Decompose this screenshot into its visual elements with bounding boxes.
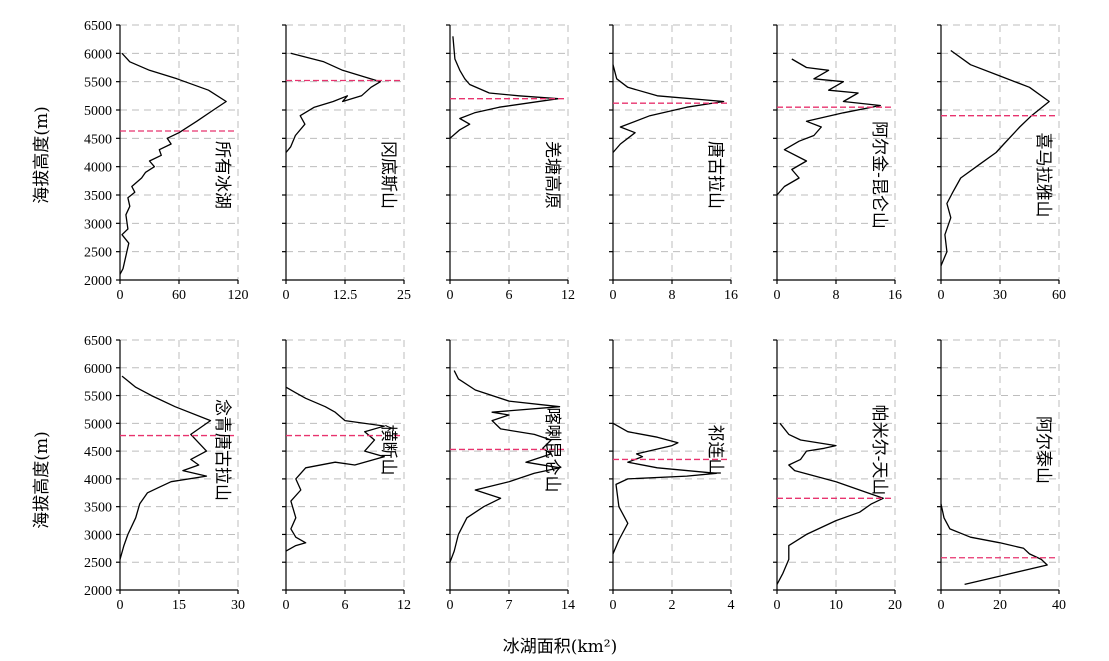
x-tick-label: 0 <box>610 288 617 303</box>
y-tick-label: 2000 <box>84 584 112 599</box>
elevation-profile-curve <box>449 370 561 563</box>
y-tick-label: 6000 <box>84 362 112 377</box>
panel-label: 帕米尔-天山 <box>869 405 889 496</box>
x-tick-label: 14 <box>561 598 575 613</box>
panel-6: 2000 2500 3000 3500 4000 4500 5000 5500 6000 6500… <box>84 334 245 613</box>
x-tick-label: 12 <box>397 598 411 613</box>
x-tick-label: 12 <box>561 288 575 303</box>
panel-label: 喀喇昆仑山 <box>542 408 562 493</box>
x-tick-label: 0 <box>117 288 124 303</box>
y-tick-label: 3500 <box>84 501 112 516</box>
x-tick-label: 0 <box>938 288 945 303</box>
x-axis-label: 冰湖面积(km²) <box>503 637 618 657</box>
panel-0: 2000 2500 3000 3500 4000 4500 5000 5500 6000 6500… <box>84 19 249 303</box>
x-tick-label: 120 <box>228 288 249 303</box>
elevation-profile-curve <box>940 503 1048 586</box>
y-tick-label: 3000 <box>84 217 112 232</box>
x-tick-label: 15 <box>172 598 186 613</box>
x-tick-label: 0 <box>774 288 781 303</box>
panel-label: 阿尔金-昆仑山 <box>869 121 889 229</box>
panel-11: 0 20 40 阿尔泰山 <box>937 339 1066 613</box>
panel-5: 0 30 60 喜马拉雅山 <box>937 24 1066 303</box>
x-tick-label: 0 <box>774 598 781 613</box>
y-tick-label: 2500 <box>84 246 112 261</box>
elevation-profile-curve <box>776 422 884 585</box>
elevation-profile-curve <box>449 36 559 139</box>
panel-10: 0 10 20 帕米尔-天山 <box>773 339 902 613</box>
y-tick-label: 5500 <box>84 76 112 91</box>
y-tick-label: 4500 <box>84 132 112 147</box>
y-tick-label: 4000 <box>84 473 112 488</box>
elevation-profile-curve <box>776 58 881 196</box>
x-tick-label: 0 <box>447 598 454 613</box>
y-tick-label: 5000 <box>84 417 112 432</box>
x-tick-label: 0 <box>610 598 617 613</box>
panel-8: 0 7 14 喀喇昆仑山 <box>446 339 575 613</box>
panel-label: 横断山 <box>378 425 398 476</box>
x-tick-label: 60 <box>172 288 186 303</box>
panel-label: 喜马拉雅山 <box>1033 133 1053 218</box>
x-tick-label: 0 <box>938 598 945 613</box>
panel-label: 冈底斯山 <box>378 141 398 209</box>
x-tick-label: 40 <box>1052 598 1066 613</box>
elevation-profile-curve <box>612 64 725 153</box>
panel-2: 0 6 12 羌塘高原 <box>446 24 575 303</box>
x-tick-label: 20 <box>993 598 1007 613</box>
elevation-profile-curve <box>285 386 385 552</box>
y-tick-label: 6500 <box>84 334 112 349</box>
x-tick-label: 30 <box>231 598 245 613</box>
panel-4: 0 8 16 阿尔金-昆仑山 <box>773 24 902 303</box>
elevation-profile-curve <box>119 52 227 275</box>
panel-label: 念青唐古拉山 <box>212 399 233 501</box>
x-tick-label: 6 <box>342 598 349 613</box>
elevation-profile-curve <box>940 49 1050 267</box>
elevation-profile-curve <box>612 422 717 555</box>
y-tick-label: 2500 <box>84 556 112 571</box>
x-tick-label: 6 <box>506 288 513 303</box>
x-tick-label: 0 <box>283 598 290 613</box>
panel-3: 0 8 16 唐古拉山 <box>609 24 738 303</box>
x-tick-label: 8 <box>669 288 676 303</box>
x-tick-label: 60 <box>1052 288 1066 303</box>
panel-label: 阿尔泰山 <box>1033 416 1053 484</box>
x-tick-label: 0 <box>283 288 290 303</box>
panel-1: 0 12.5 25 冈底斯山 <box>282 24 411 303</box>
x-tick-label: 4 <box>728 598 735 613</box>
y-tick-label: 6000 <box>84 47 112 62</box>
panel-label: 所有冰湖 <box>212 141 232 209</box>
y-tick-label: 5500 <box>84 390 112 405</box>
panel-label: 祁连山 <box>705 425 725 476</box>
panel-label: 唐古拉山 <box>705 141 726 209</box>
y-tick-label: 4500 <box>84 445 112 460</box>
y-tick-label: 3500 <box>84 189 112 204</box>
x-tick-label: 10 <box>829 598 843 613</box>
y-tick-label: 5000 <box>84 104 112 119</box>
y-axis-label-top: 海拔高度(m) <box>32 106 52 203</box>
elevation-profile-curve <box>119 375 212 560</box>
elevation-profile-curve <box>285 52 382 153</box>
panels-group: 2000250030003500400045005000550060006500… <box>84 19 1066 613</box>
x-tick-label: 20 <box>888 598 902 613</box>
x-tick-label: 7 <box>506 598 513 613</box>
x-tick-label: 2 <box>669 598 676 613</box>
y-axis-label-bottom: 海拔高度(m) <box>32 431 52 528</box>
x-tick-label: 0 <box>117 598 124 613</box>
panel-9: 0 2 4 祁连山 <box>609 339 735 613</box>
x-tick-label: 16 <box>888 288 902 303</box>
x-tick-label: 12.5 <box>333 288 358 303</box>
x-tick-label: 0 <box>447 288 454 303</box>
panel-7: 0 6 12 横断山 <box>282 339 411 613</box>
y-tick-label: 6500 <box>84 19 112 34</box>
x-tick-label: 16 <box>724 288 738 303</box>
x-tick-label: 8 <box>833 288 840 303</box>
y-tick-label: 2000 <box>84 274 112 289</box>
x-tick-label: 25 <box>397 288 411 303</box>
y-tick-label: 4000 <box>84 161 112 176</box>
panel-label: 羌塘高原 <box>542 141 562 209</box>
y-tick-label: 3000 <box>84 528 112 543</box>
x-tick-label: 30 <box>993 288 1007 303</box>
